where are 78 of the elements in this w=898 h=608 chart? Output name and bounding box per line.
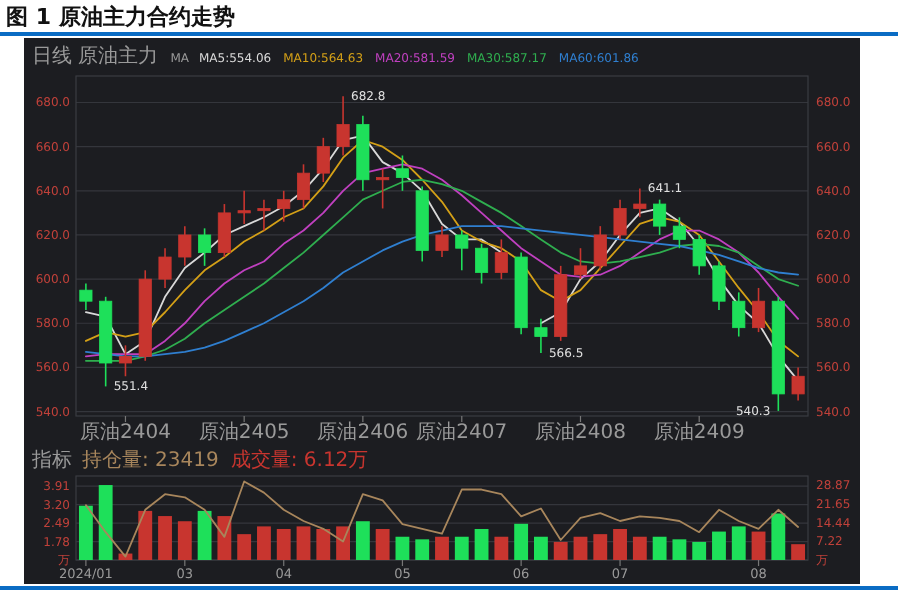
candlestick [376, 167, 390, 210]
x-tick-label: 原油2409 [653, 420, 745, 444]
candlestick [672, 216, 686, 250]
bar [791, 544, 806, 560]
bar [771, 513, 786, 560]
bar [316, 528, 331, 560]
candlestick [178, 225, 192, 267]
bar [138, 510, 153, 560]
bar [237, 534, 252, 560]
bar [375, 528, 390, 560]
bar [415, 539, 430, 560]
bar [593, 534, 608, 560]
bar [98, 485, 113, 560]
bar [712, 531, 726, 560]
bar [573, 536, 588, 560]
candlestick [198, 227, 212, 267]
candlestick [791, 366, 805, 402]
chart-subtitle: 日线 原油主力 [32, 44, 159, 68]
candlestick [316, 137, 330, 183]
bar [336, 526, 350, 560]
bar [197, 510, 212, 560]
bar [257, 526, 271, 560]
candlestick [712, 260, 726, 311]
candlestick [732, 291, 746, 338]
candlestick [237, 190, 251, 225]
bar [533, 536, 548, 560]
x-tick-label: 原油2406 [317, 420, 409, 444]
bar [731, 526, 746, 560]
bar [177, 521, 192, 560]
candlestick [692, 234, 706, 276]
bar [692, 541, 707, 560]
candlestick [257, 198, 271, 232]
bar [494, 536, 509, 560]
candlestick [494, 238, 508, 280]
candlestick [752, 287, 766, 333]
bar [296, 526, 311, 560]
candlestick [277, 190, 291, 223]
candlestick [573, 247, 588, 280]
candlestick [217, 203, 231, 258]
chart-title: 图 1 原油主力合约走势 [6, 4, 235, 30]
bar [355, 521, 370, 560]
x-tick-label: 原油2408 [535, 420, 626, 444]
bar [454, 536, 469, 560]
bar [435, 536, 449, 560]
candlestick [296, 163, 311, 210]
bar [395, 536, 410, 560]
candlestick [475, 242, 489, 285]
bar [514, 523, 529, 560]
x-tick-label: 原油2407 [416, 420, 508, 444]
candlestick [455, 229, 469, 272]
x-tick-label: 原油2404 [80, 420, 171, 444]
candlestick [336, 95, 350, 157]
bar [652, 536, 667, 560]
candlestick [118, 344, 132, 378]
bar [276, 528, 291, 560]
candlestick [593, 225, 607, 272]
bar [613, 528, 627, 560]
bar [78, 505, 93, 560]
candlestick [435, 225, 449, 258]
candlestick [158, 247, 172, 289]
text: 成交量: 6.12万 [230, 448, 369, 472]
x-tick-label: 原油2405 [198, 420, 290, 444]
series-label: 持仓量: 23419 [82, 448, 219, 472]
bar [217, 516, 232, 560]
candlestick [395, 154, 409, 192]
bar [158, 516, 172, 560]
candlestick [613, 198, 627, 241]
bar [672, 539, 687, 560]
candlestick [653, 198, 667, 236]
candlestick [534, 318, 548, 354]
bar [474, 528, 489, 560]
candlestick [79, 282, 93, 311]
candlestick [633, 187, 647, 219]
bar [632, 536, 647, 560]
bar [553, 541, 568, 560]
legend-title: 指标 [30, 448, 72, 472]
bar [751, 531, 766, 560]
line-series [85, 480, 799, 558]
